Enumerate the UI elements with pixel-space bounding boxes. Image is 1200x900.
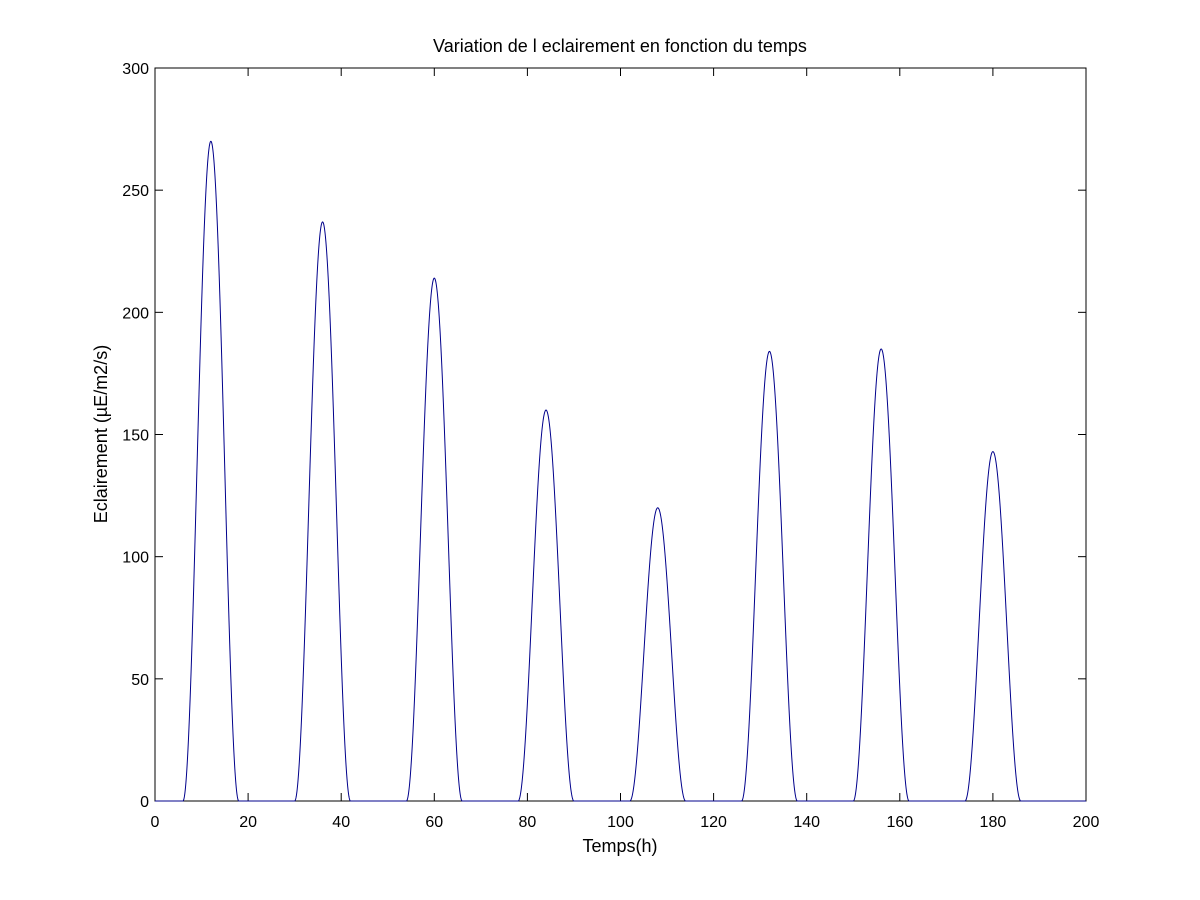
series-line-eclairement [155, 140, 1086, 802]
plot-area: 0 20 40 60 80 100 120 140 160 180 200 0 50 100 150 200… [122, 61, 1099, 831]
y-axis-title: Eclairement (µE/m2/s) [91, 345, 111, 523]
x-tick-label: 140 [793, 814, 820, 831]
y-tick-label: 150 [122, 428, 149, 445]
y-tick-label: 200 [122, 305, 149, 322]
x-tick-label: 200 [1073, 814, 1100, 831]
x-tick-label: 100 [607, 814, 634, 831]
series-layer [155, 140, 1086, 802]
x-tick-label: 120 [700, 814, 727, 831]
x-tick-label: 60 [425, 814, 443, 831]
axes-frame [154, 67, 1087, 802]
y-axis-tick-labels: 0 50 100 150 200 250 300 [122, 61, 149, 811]
x-tick-label: 40 [332, 814, 350, 831]
y-tick-label: 300 [122, 61, 149, 78]
x-axis-title: Temps(h) [582, 836, 657, 856]
x-axis-tick-labels: 0 20 40 60 80 100 120 140 160 180 200 [151, 814, 1100, 831]
y-tick-label: 0 [140, 794, 149, 811]
y-tick-label: 100 [122, 550, 149, 567]
x-axis-ticks [154, 68, 1087, 801]
y-tick-label: 250 [122, 183, 149, 200]
x-tick-label: 20 [239, 814, 257, 831]
x-tick-label: 160 [886, 814, 913, 831]
x-tick-label: 80 [519, 814, 537, 831]
x-tick-label: 0 [151, 814, 160, 831]
y-tick-label: 50 [131, 672, 149, 689]
chart-title: Variation de l eclairement en fonction d… [433, 36, 807, 56]
x-tick-label: 180 [980, 814, 1007, 831]
